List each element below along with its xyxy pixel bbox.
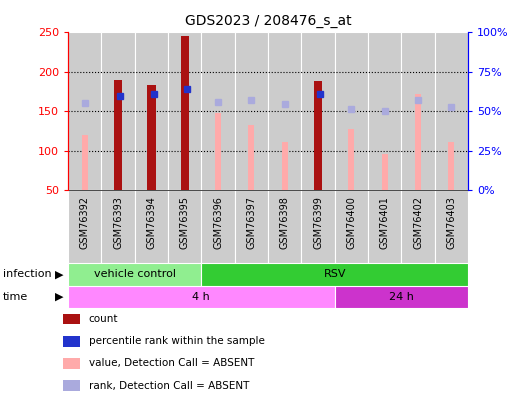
Bar <box>335 190 368 263</box>
Bar <box>268 32 301 190</box>
Text: GSM76403: GSM76403 <box>447 196 457 249</box>
Bar <box>368 190 402 263</box>
Bar <box>301 190 335 263</box>
Bar <box>314 81 322 190</box>
Bar <box>282 142 288 190</box>
Text: vehicle control: vehicle control <box>94 269 176 279</box>
Bar <box>114 80 122 190</box>
Bar <box>68 190 101 263</box>
Bar <box>101 190 135 263</box>
Bar <box>82 135 88 190</box>
Bar <box>402 32 435 190</box>
Bar <box>235 190 268 263</box>
Text: ▶: ▶ <box>55 292 63 302</box>
Bar <box>68 32 101 190</box>
Bar <box>135 32 168 190</box>
Bar <box>435 32 468 190</box>
Bar <box>201 190 235 263</box>
Text: percentile rank within the sample: percentile rank within the sample <box>89 336 265 346</box>
Text: GDS2023 / 208476_s_at: GDS2023 / 208476_s_at <box>185 14 351 28</box>
Bar <box>135 190 168 263</box>
Bar <box>402 190 435 263</box>
Text: value, Detection Call = ABSENT: value, Detection Call = ABSENT <box>89 358 254 369</box>
Bar <box>63 313 80 324</box>
Text: ▶: ▶ <box>55 269 63 279</box>
Bar <box>63 380 80 391</box>
Text: GSM76394: GSM76394 <box>146 196 156 249</box>
Bar <box>435 190 468 263</box>
Bar <box>68 263 201 286</box>
Bar <box>180 36 189 190</box>
Text: GSM76402: GSM76402 <box>413 196 423 249</box>
Bar <box>201 263 468 286</box>
Text: GSM76396: GSM76396 <box>213 196 223 249</box>
Bar <box>215 113 221 190</box>
Text: GSM76393: GSM76393 <box>113 196 123 249</box>
Bar <box>168 32 201 190</box>
Bar <box>68 286 335 308</box>
Text: count: count <box>89 314 118 324</box>
Text: time: time <box>3 292 28 302</box>
Bar <box>301 32 335 190</box>
Bar <box>235 32 268 190</box>
Bar <box>415 94 421 190</box>
Bar <box>268 190 301 263</box>
Bar <box>368 32 402 190</box>
Text: RSV: RSV <box>323 269 346 279</box>
Text: 4 h: 4 h <box>192 292 210 302</box>
Bar <box>248 125 254 190</box>
Text: GSM76397: GSM76397 <box>246 196 256 249</box>
Bar <box>382 154 388 190</box>
Text: GSM76399: GSM76399 <box>313 196 323 249</box>
Text: GSM76395: GSM76395 <box>180 196 190 249</box>
Text: GSM76398: GSM76398 <box>280 196 290 249</box>
Bar <box>168 190 201 263</box>
Bar <box>335 32 368 190</box>
Text: GSM76401: GSM76401 <box>380 196 390 249</box>
Text: GSM76400: GSM76400 <box>346 196 356 249</box>
Bar <box>101 32 135 190</box>
Bar <box>335 286 468 308</box>
Bar <box>147 85 155 190</box>
Text: 24 h: 24 h <box>389 292 414 302</box>
Text: rank, Detection Call = ABSENT: rank, Detection Call = ABSENT <box>89 381 249 391</box>
Bar <box>348 129 355 190</box>
Bar <box>63 336 80 347</box>
Text: GSM76392: GSM76392 <box>79 196 89 249</box>
Bar <box>63 358 80 369</box>
Bar <box>201 32 235 190</box>
Text: infection: infection <box>3 269 51 279</box>
Bar <box>448 142 454 190</box>
